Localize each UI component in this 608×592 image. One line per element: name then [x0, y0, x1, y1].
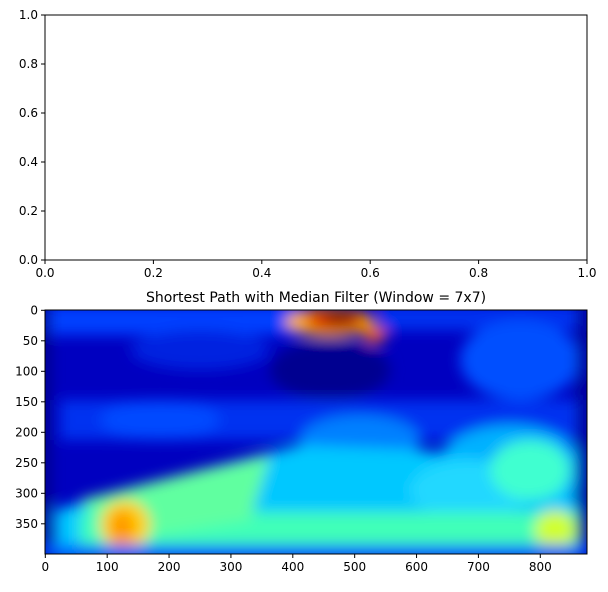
x-tick-label: 0: [41, 560, 49, 574]
x-tick-label: 300: [219, 560, 242, 574]
y-tick-label: 0: [30, 303, 38, 317]
x-tick-label: 0.4: [252, 266, 271, 280]
x-tick-label: 800: [529, 560, 552, 574]
y-tick-label: 100: [15, 364, 38, 378]
y-tick-label: 50: [23, 334, 38, 348]
y-tick-label: 350: [15, 517, 38, 531]
y-tick-label: 0.6: [19, 106, 38, 120]
y-tick-label: 150: [15, 395, 38, 409]
y-tick-label: 0.2: [19, 204, 38, 218]
y-tick-label: 1.0: [19, 8, 38, 22]
chart-title: Shortest Path with Median Filter (Window…: [146, 290, 486, 306]
x-tick-label: 600: [405, 560, 428, 574]
x-tick-label: 200: [158, 560, 181, 574]
heatmap-image: [45, 310, 587, 554]
axes-frame: [44, 14, 588, 261]
x-tick-label: 0.6: [361, 266, 380, 280]
y-tick-label: 0.0: [19, 253, 38, 267]
x-tick-label: 400: [281, 560, 304, 574]
y-tick-label: 0.8: [19, 57, 38, 71]
y-tick-label: 0.4: [19, 155, 38, 169]
x-tick-label: 700: [467, 560, 490, 574]
y-tick-label: 250: [15, 456, 38, 470]
y-tick-label: 200: [15, 425, 38, 439]
x-tick-label: 100: [96, 560, 119, 574]
x-tick-label: 1.0: [577, 266, 596, 280]
x-tick-label: 0.0: [35, 266, 54, 280]
x-tick-label: 500: [343, 560, 366, 574]
x-tick-label: 0.8: [469, 266, 488, 280]
x-tick-label: 0.2: [144, 266, 163, 280]
y-tick-label: 300: [15, 486, 38, 500]
